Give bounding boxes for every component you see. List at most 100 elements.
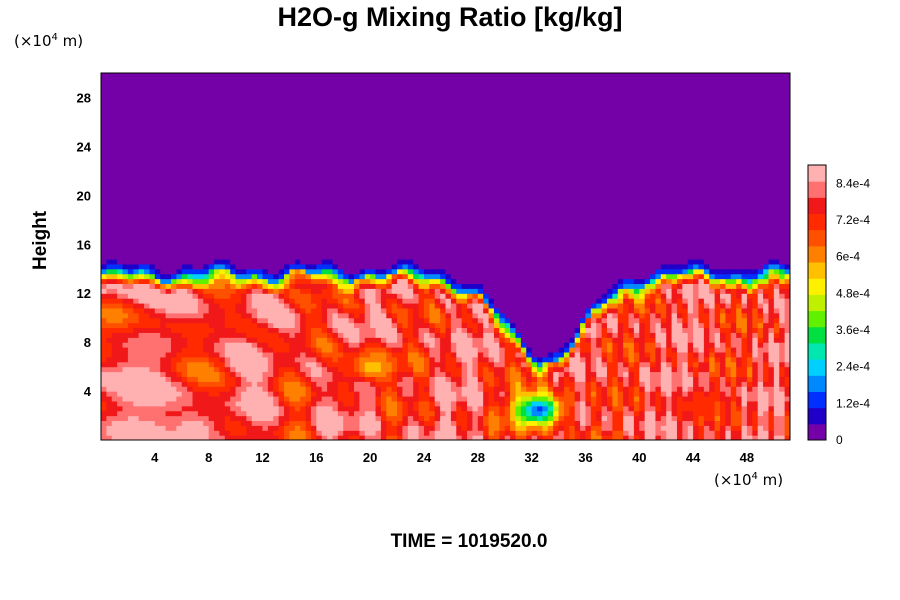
heatmap-cell [709, 302, 716, 309]
heatmap-cell [257, 351, 264, 358]
heatmap-cell [537, 273, 543, 280]
heatmap-cell [542, 415, 549, 422]
heatmap-cell [709, 332, 716, 338]
heatmap-cell [154, 386, 161, 392]
heatmap-cell [321, 283, 328, 289]
heatmap-cell [456, 293, 463, 299]
heatmap-cell [709, 288, 716, 294]
heatmap-cell [127, 263, 134, 270]
heatmap-cell [526, 283, 533, 289]
heatmap-cell [267, 258, 274, 265]
heatmap-cell [569, 254, 576, 260]
heatmap-cell [144, 347, 151, 353]
heatmap-cell [467, 356, 474, 363]
heatmap-cell [601, 410, 608, 417]
heatmap-cell [170, 366, 177, 373]
heatmap-cell [450, 278, 457, 285]
heatmap-cell [531, 347, 538, 353]
heatmap-cell [655, 351, 662, 358]
heatmap-cell [617, 342, 624, 348]
heatmap-cell [671, 249, 678, 255]
heatmap-cell [170, 361, 177, 368]
heatmap-cell [644, 371, 651, 377]
heatmap-cell [370, 381, 377, 387]
heatmap-cell [488, 317, 495, 324]
heatmap-cell [138, 258, 145, 265]
heatmap-cell [682, 278, 689, 285]
heatmap-cell [214, 293, 221, 299]
heatmap-cell [257, 347, 264, 353]
heatmap-cell [623, 263, 630, 270]
heatmap-cell [149, 263, 156, 270]
heatmap-cell [720, 288, 726, 294]
heatmap-cell [391, 268, 398, 275]
heatmap-cell [170, 254, 177, 260]
heatmap-cell [542, 327, 549, 333]
heatmap-cell [208, 298, 215, 304]
heatmap-cell [370, 258, 377, 265]
heatmap-cell [698, 425, 705, 431]
heatmap-cell [402, 435, 409, 440]
heatmap-cell [467, 347, 474, 353]
heatmap-cell [676, 425, 683, 431]
heatmap-cell [596, 410, 603, 417]
heatmap-cell [332, 361, 339, 368]
heatmap-cell [418, 254, 425, 260]
heatmap-cell [397, 405, 404, 412]
heatmap-cell [472, 288, 479, 294]
heatmap-cell [639, 302, 646, 309]
heatmap-cell [488, 307, 495, 314]
heatmap-cell [310, 410, 317, 417]
heatmap-cell [240, 307, 247, 314]
heatmap-cell [192, 249, 199, 255]
heatmap-cell [461, 342, 468, 348]
heatmap-cell [628, 288, 635, 294]
heatmap-cell [730, 342, 737, 348]
heatmap-cell [127, 425, 134, 431]
heatmap-cell [343, 293, 350, 299]
heatmap-cell [553, 356, 560, 363]
heatmap-cell [666, 312, 673, 319]
heatmap-cell [752, 254, 759, 260]
heatmap-cell [440, 307, 447, 314]
heatmap-cell [106, 322, 113, 329]
heatmap-cell [127, 283, 134, 289]
heatmap-cell [348, 337, 355, 343]
heatmap-cell [370, 376, 377, 382]
heatmap-cell [321, 425, 328, 431]
heatmap-cell [526, 400, 533, 407]
heatmap-cell [526, 298, 533, 304]
heatmap-cell [510, 332, 517, 338]
heatmap-cell [472, 317, 479, 324]
heatmap-cell [337, 302, 344, 309]
heatmap-cell [127, 356, 134, 363]
heatmap-cell [720, 430, 726, 436]
heatmap-cell [348, 400, 355, 407]
heatmap-cell [117, 395, 124, 402]
heatmap-cell [127, 268, 134, 275]
heatmap-cell [563, 302, 570, 309]
heatmap-cell [606, 317, 613, 324]
heatmap-cell [240, 405, 247, 412]
heatmap-cell [720, 298, 726, 304]
heatmap-cell [752, 376, 759, 382]
heatmap-cell [133, 283, 140, 289]
heatmap-cell [574, 376, 581, 382]
heatmap-cell [472, 347, 479, 353]
heatmap-cell [111, 302, 118, 309]
heatmap-cell [596, 400, 603, 407]
heatmap-cell [488, 273, 495, 280]
heatmap-cell [671, 327, 678, 333]
heatmap-cell [219, 288, 226, 294]
heatmap-cell [160, 400, 167, 407]
heatmap-cell [633, 342, 640, 348]
heatmap-cell [531, 307, 538, 314]
heatmap-cell [671, 263, 678, 270]
heatmap-cell [262, 420, 269, 426]
heatmap-cell [467, 288, 474, 294]
heatmap-cell [187, 273, 194, 280]
heatmap-cell [343, 425, 350, 431]
heatmap-cell [526, 386, 533, 392]
heatmap-cell [267, 327, 274, 333]
heatmap-cell [170, 351, 177, 358]
